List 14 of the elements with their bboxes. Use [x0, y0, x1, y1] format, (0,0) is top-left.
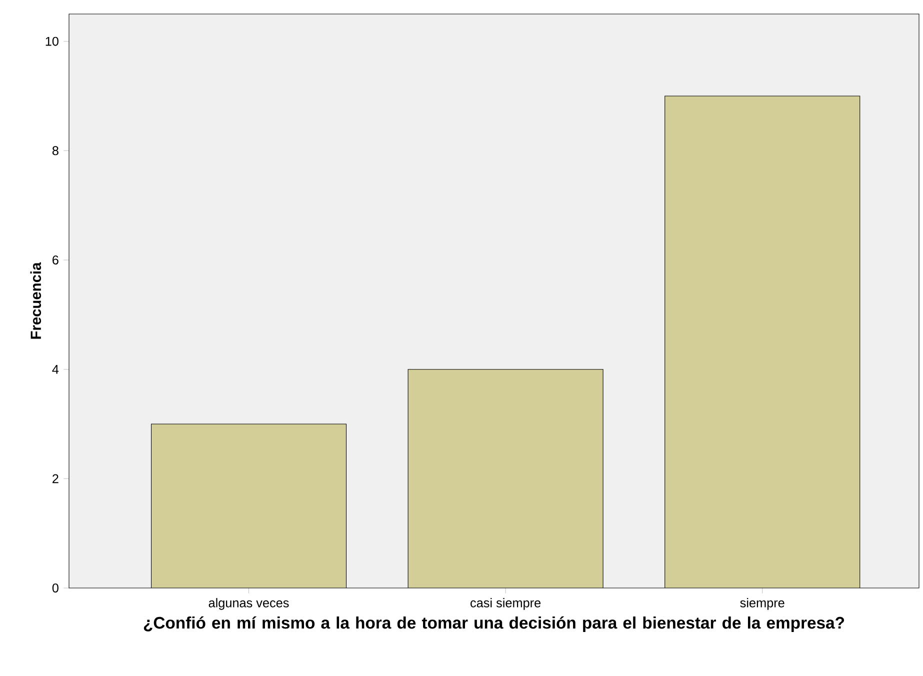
x-tick-label: siempre	[740, 598, 784, 610]
y-tick-label: 6	[52, 256, 58, 264]
y-tick-label: 10	[46, 36, 58, 46]
x-tick-label: casi siempre	[470, 598, 541, 610]
x-axis-title: ¿Confió en mí mismo a la hora de tomar una decisión para el bienestar de la empresa?	[144, 616, 844, 632]
bar	[664, 96, 860, 588]
x-tick-label: algunas veces	[208, 598, 289, 610]
bar	[408, 369, 604, 588]
y-tick-label: 8	[52, 146, 58, 156]
bar	[151, 424, 346, 588]
y-tick-label: 2	[52, 474, 58, 484]
y-tick-label: 4	[52, 364, 59, 374]
y-axis-title: Frecuencia	[30, 262, 42, 339]
y-tick-label: 0	[52, 584, 58, 592]
